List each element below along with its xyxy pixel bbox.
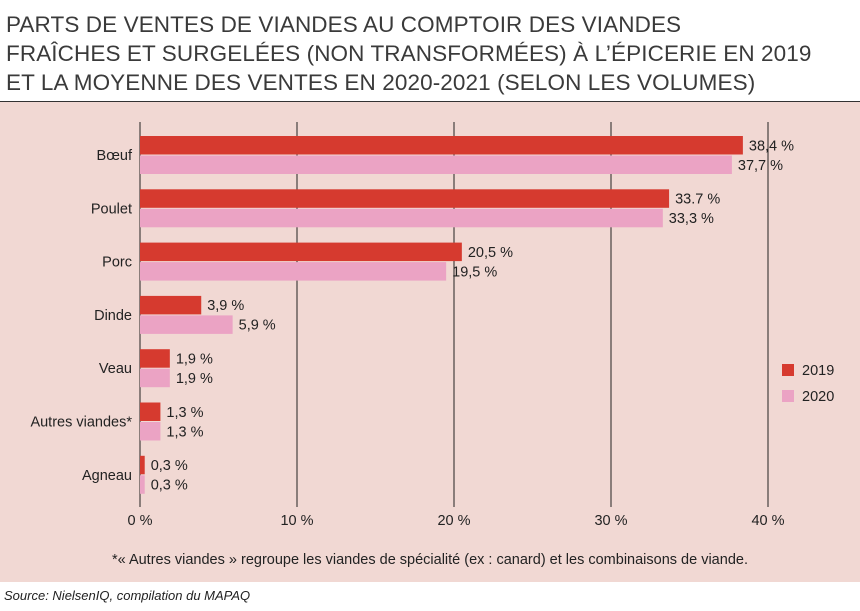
bar-2019 (140, 349, 170, 368)
value-label-2020: 37,7 % (738, 158, 783, 174)
category-label: Dinde (94, 308, 132, 324)
category-label: Poulet (91, 201, 132, 217)
title-divider (0, 101, 860, 102)
legend-label-2019: 2019 (802, 363, 834, 379)
bar-2019 (140, 402, 161, 421)
value-label-2019: 20,5 % (468, 245, 513, 261)
value-label-2019: 0,3 % (151, 458, 188, 474)
x-tick-label: 0 % (128, 513, 153, 529)
title-line-3: ET LA MOYENNE DES VENTES EN 2020-2021 (S… (6, 70, 756, 95)
bar-2019 (140, 455, 145, 475)
category-label: Veau (99, 361, 132, 377)
value-label-2020: 0,3 % (151, 478, 188, 494)
value-label-2019: 1,3 % (166, 405, 203, 421)
bar-2019 (140, 136, 743, 155)
category-label: Autres viandes* (30, 415, 132, 431)
chart-title: PARTS DE VENTES DE VIANDES AU COMPTOIR D… (6, 10, 846, 97)
value-label-2020: 33,3 % (669, 211, 714, 227)
value-label-2019: 3,9 % (207, 298, 244, 314)
category-label: Agneau (82, 468, 132, 484)
bar-2020 (140, 315, 233, 334)
value-label-2019: 1,9 % (176, 351, 213, 367)
chart-panel: 0 % 10 % 20 % 30 % 40 % Bœuf 38,4 % 37,7 % Poul… (0, 102, 860, 582)
x-tick-label: 10 % (280, 513, 313, 529)
bar-2020 (140, 422, 161, 441)
value-label-2019: 33.7 % (675, 192, 720, 208)
title-line-1: PARTS DE VENTES DE VIANDES AU COMPTOIR D… (6, 12, 682, 37)
category-label: Bœuf (97, 148, 133, 164)
category-label: Porc (102, 255, 132, 271)
bar-2020 (140, 262, 447, 281)
value-label-2020: 19,5 % (452, 264, 497, 280)
value-label-2020: 5,9 % (239, 318, 276, 334)
bar-2019 (140, 242, 462, 262)
value-label-2020: 1,3 % (166, 424, 203, 440)
bar-2019 (140, 189, 670, 208)
bar-2020 (140, 155, 732, 174)
chart-footnote: *« Autres viandes » regroupe les viandes… (112, 552, 748, 568)
x-tick-label: 20 % (437, 513, 470, 529)
legend-swatch-2019 (782, 364, 794, 376)
legend-swatch-2020 (782, 390, 794, 402)
bar-chart: 0 % 10 % 20 % 30 % 40 % Bœuf 38,4 % 37,7 % Poul… (30, 122, 834, 568)
bar-2019 (140, 295, 202, 315)
source-note: Source: NielsenIQ, compilation du MAPAQ (4, 588, 251, 603)
title-line-2: FRAÎCHES ET SURGELÉES (NON TRANSFORMÉES)… (6, 41, 812, 66)
bar-2020 (140, 208, 663, 228)
legend-label-2020: 2020 (802, 389, 834, 405)
x-tick-label: 40 % (751, 513, 784, 529)
x-tick-label: 30 % (594, 513, 627, 529)
bar-2020 (140, 368, 170, 388)
bar-2020 (140, 475, 145, 494)
value-label-2020: 1,9 % (176, 371, 213, 387)
value-label-2019: 38,4 % (749, 138, 794, 154)
